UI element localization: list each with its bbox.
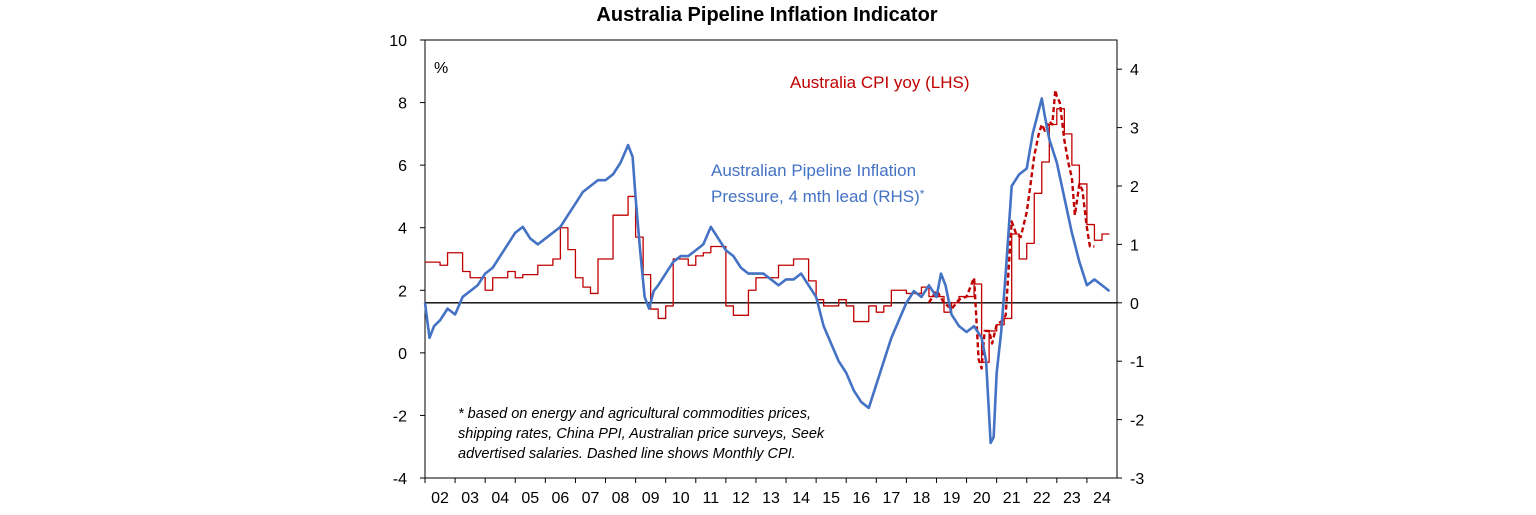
right-tick-label: -2 — [1130, 413, 1144, 430]
x-tick-label: 17 — [882, 490, 900, 507]
x-tick-label: 18 — [913, 490, 931, 507]
pipeline-annotation-line1: Australian Pipeline Inflation — [711, 161, 916, 180]
x-tick-label: 13 — [762, 490, 780, 507]
x-tick-label: 23 — [1063, 490, 1081, 507]
x-tick-label: 21 — [1003, 490, 1021, 507]
x-tick-label: 14 — [792, 490, 810, 507]
pipeline-annotation-text: Pressure, 4 mth lead (RHS) — [711, 187, 920, 206]
x-tick-label: 05 — [521, 490, 539, 507]
x-tick-label: 12 — [732, 490, 750, 507]
x-tick-label: 19 — [943, 490, 961, 507]
plot-frame — [424, 39, 1118, 479]
x-tick-label: 08 — [612, 490, 630, 507]
left-tick-label: 6 — [398, 158, 407, 175]
x-tick-label: 11 — [703, 490, 720, 507]
left-tick-label: 10 — [389, 33, 407, 50]
x-tick-label: 04 — [491, 490, 509, 507]
footnote-line3: advertised salaries. Dashed line shows M… — [458, 446, 796, 462]
left-tick-label: 4 — [398, 221, 407, 238]
right-tick-label: 3 — [1130, 121, 1139, 138]
left-tick-label: 2 — [398, 283, 407, 300]
footnote-line2: shipping rates, China PPI, Australian pr… — [458, 426, 825, 442]
right-tick-label: 2 — [1130, 179, 1139, 196]
x-tick-label: 10 — [672, 490, 690, 507]
series-line-0 — [425, 108, 1110, 363]
right-tick-label: -1 — [1130, 354, 1144, 371]
x-tick-label: 20 — [973, 490, 991, 507]
cpi-annotation: Australia CPI yoy (LHS) — [790, 73, 970, 92]
left-tick-label: -4 — [393, 471, 407, 488]
right-tick-label: 0 — [1130, 296, 1139, 313]
x-tick-label: 07 — [582, 490, 600, 507]
left-tick-label: -2 — [393, 408, 407, 425]
x-tick-label: 16 — [852, 490, 870, 507]
x-tick-label: 15 — [822, 490, 840, 507]
right-tick-label: -3 — [1130, 471, 1144, 488]
series-line-1 — [927, 88, 1095, 370]
x-tick-label: 06 — [551, 490, 569, 507]
x-tick-label: 22 — [1033, 490, 1051, 507]
x-tick-label: 24 — [1093, 490, 1111, 507]
pipeline-annotation-star: * — [920, 187, 925, 201]
unit-label: % — [434, 60, 448, 77]
right-axis-ticks: -3 -2 -1 0 1 2 3 4 — [1117, 62, 1144, 488]
left-axis-ticks: -4 -2 0 2 4 6 8 10 — [389, 33, 425, 488]
right-tick-label: 1 — [1130, 237, 1139, 254]
pipeline-annotation-line2: Pressure, 4 mth lead (RHS)* — [711, 187, 925, 206]
chart-title: Australia Pipeline Inflation Indicator — [596, 4, 937, 26]
x-tick-label: 09 — [642, 490, 660, 507]
right-tick-label: 4 — [1130, 62, 1139, 79]
footnote-line1: * based on energy and agricultural commo… — [458, 406, 811, 422]
x-tick-label: 03 — [461, 490, 479, 507]
series-line-2 — [423, 97, 1111, 445]
series-layer — [423, 88, 1111, 445]
x-axis-ticks: 02 03 04 05 06 07 08 09 10 11 12 13 14 15 16 17 18 19 20 21… — [424, 478, 1111, 507]
x-tick-label: 02 — [431, 490, 449, 507]
left-tick-label: 0 — [398, 346, 407, 363]
left-tick-label: 8 — [398, 96, 407, 113]
